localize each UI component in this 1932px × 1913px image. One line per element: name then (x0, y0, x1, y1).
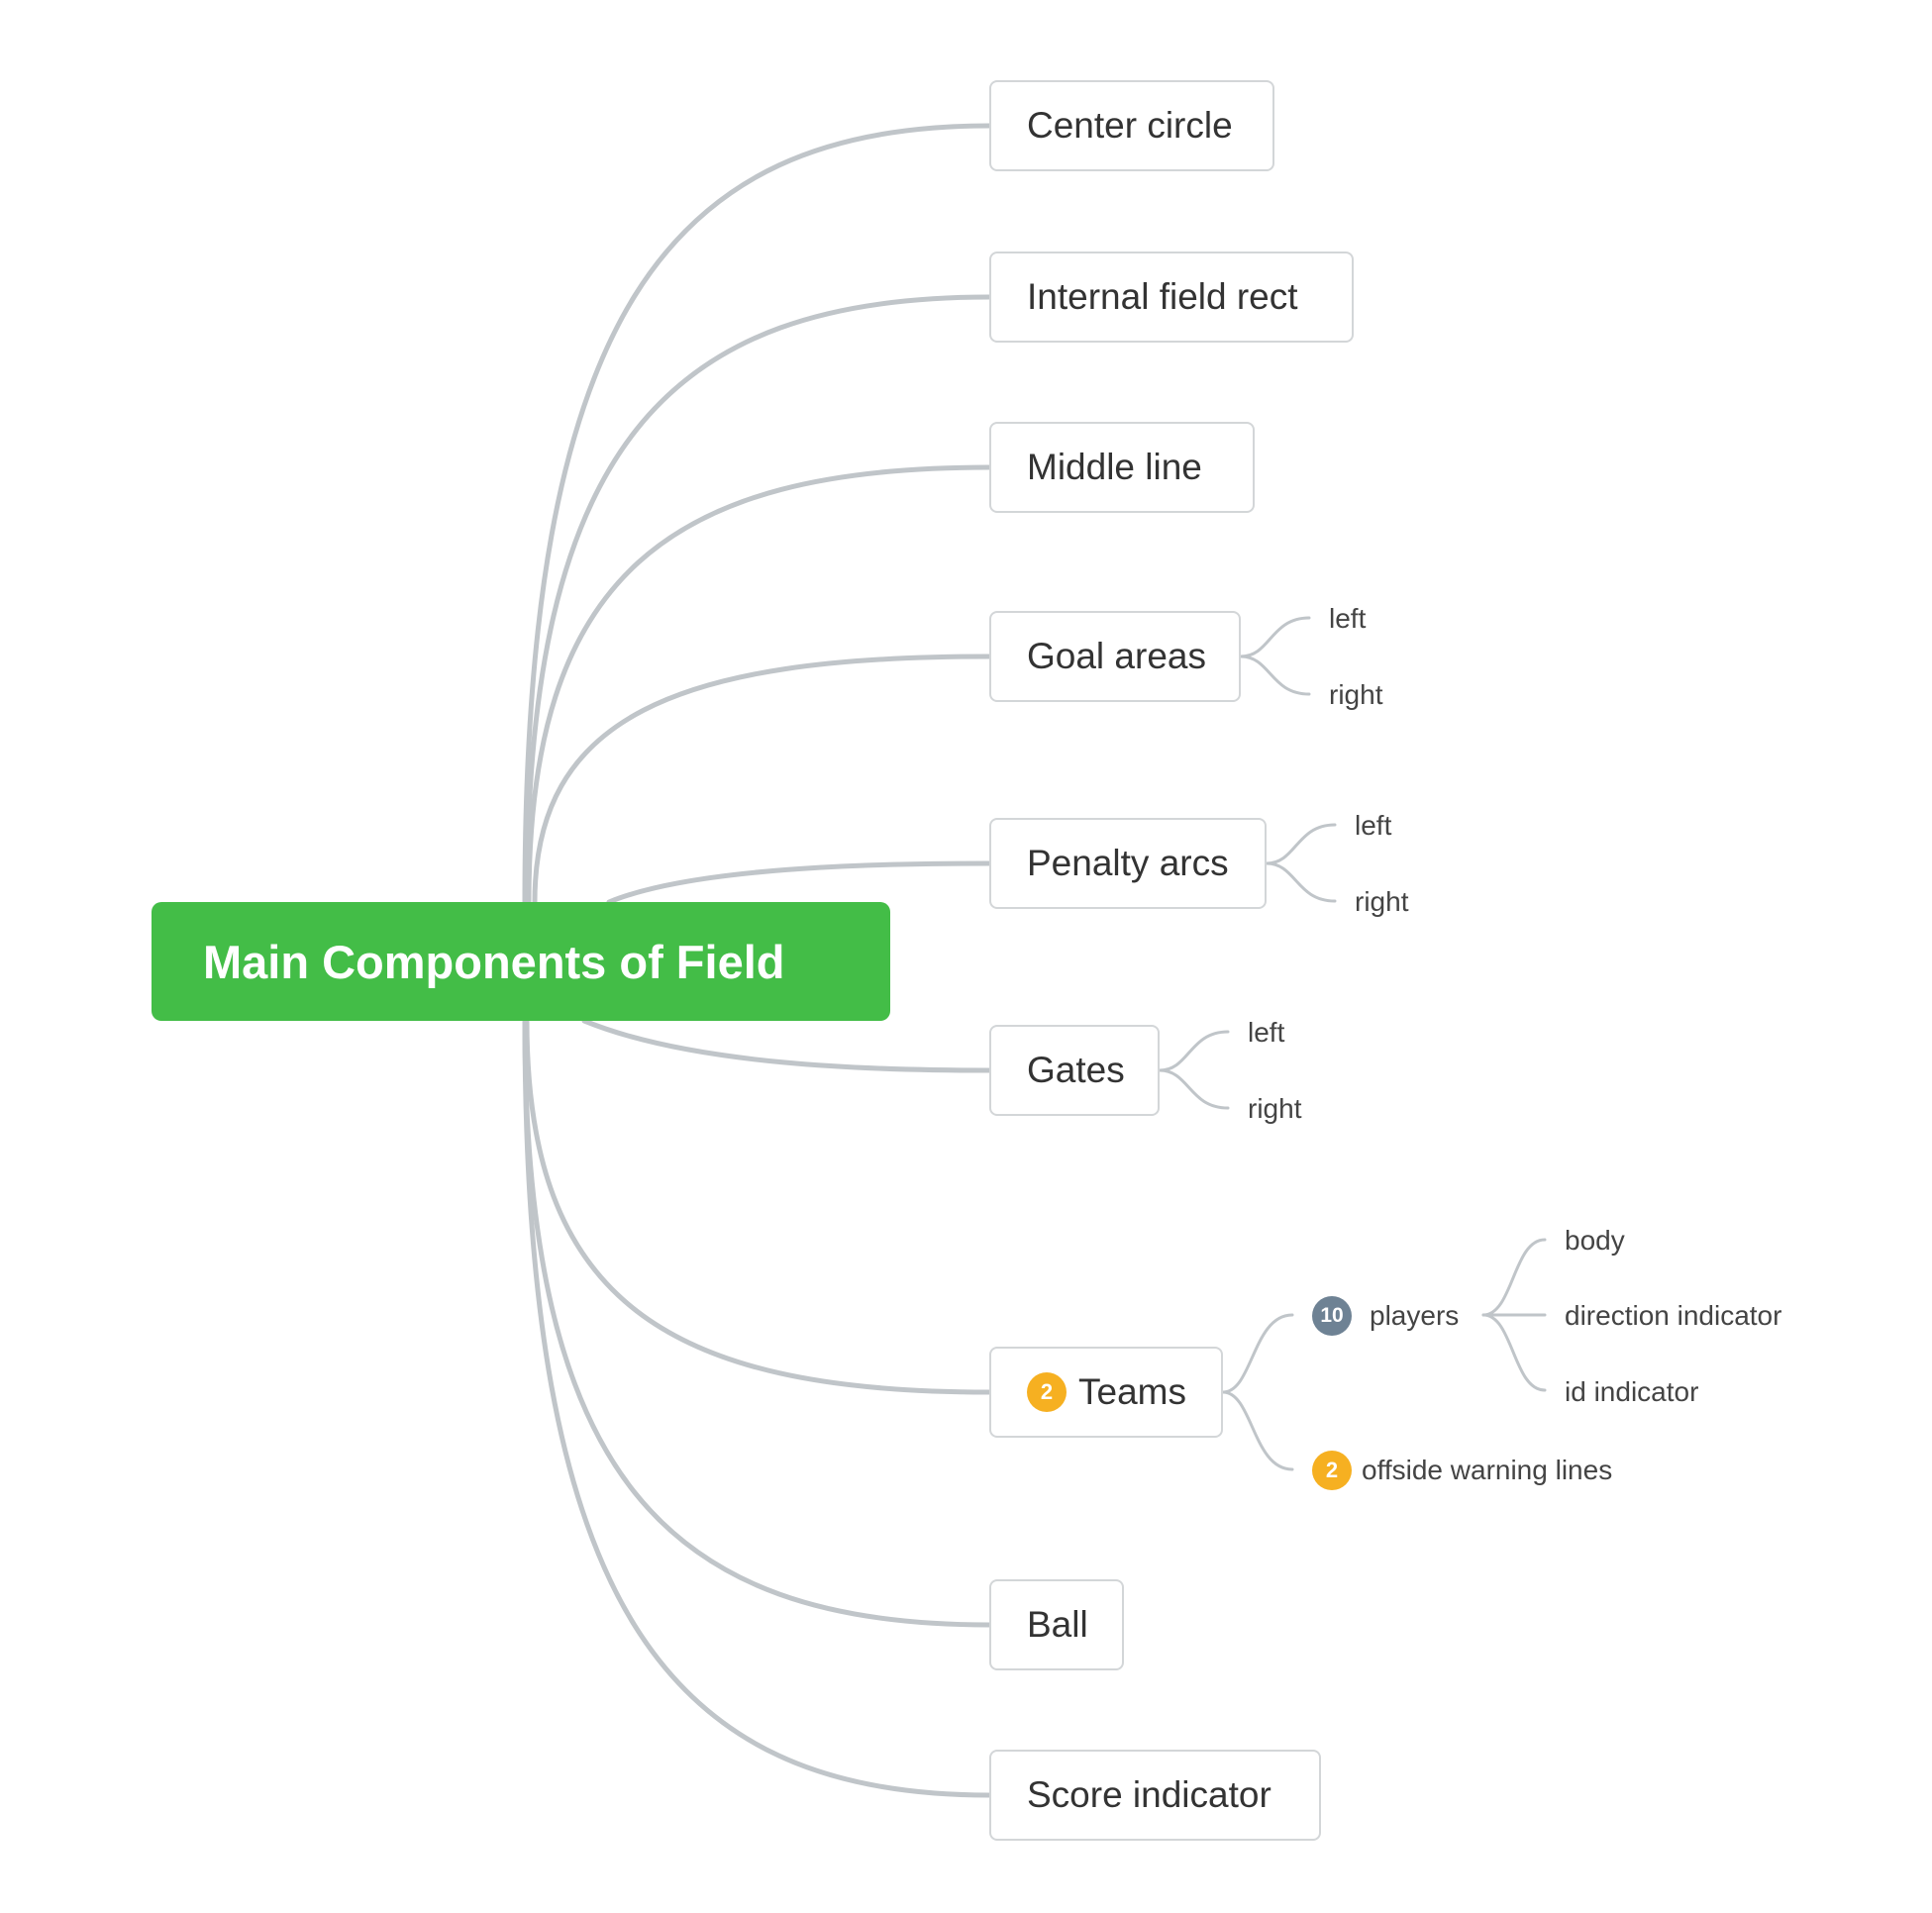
branch-connector (526, 464, 992, 905)
branch-connector (524, 1018, 992, 1395)
subtopic-players-id-indicator[interactable]: id indicator (1565, 1376, 1699, 1407)
branch-connector (606, 860, 992, 905)
topic-goal-areas[interactable]: Goal areas (989, 611, 1241, 702)
topic-label: Teams (1078, 1371, 1186, 1412)
subtopic-players-direction-indicator[interactable]: direction indicator (1565, 1300, 1782, 1331)
subtopic-connector (1221, 1313, 1294, 1394)
topic-ball[interactable]: Ball (989, 1579, 1124, 1670)
topic-label: Goal areas (1027, 636, 1206, 676)
topic-label: Penalty arcs (1027, 843, 1229, 883)
offside-lines-count-badge: 2 (1312, 1451, 1352, 1490)
topic-center-circle[interactable]: Center circle (989, 80, 1274, 171)
topic-gates[interactable]: Gates (989, 1025, 1160, 1116)
topic-label: Middle line (1027, 447, 1202, 487)
subtopic-connector (1239, 616, 1311, 658)
subtopic-goal-areas-left[interactable]: left (1329, 603, 1367, 634)
branch-connector (522, 1018, 992, 1798)
subtopic-gates-left[interactable]: left (1248, 1017, 1285, 1048)
subtopic-goal-areas-right[interactable]: right (1329, 679, 1383, 710)
branch-connector (532, 654, 992, 905)
topic-label: Internal field rect (1027, 276, 1298, 317)
subtopic-penalty-arcs-right[interactable]: right (1355, 886, 1409, 917)
topic-label: Score indicator (1027, 1774, 1271, 1815)
topic-label: Ball (1027, 1604, 1088, 1645)
topic-internal-field-rect[interactable]: Internal field rect (989, 252, 1354, 343)
subtopic-connector (1158, 1030, 1230, 1072)
subtopic-connector (1158, 1068, 1230, 1110)
subtopic-players[interactable]: players (1370, 1300, 1460, 1331)
subtopic-connector (1481, 1313, 1547, 1392)
topic-label: Gates (1027, 1050, 1125, 1090)
branch-connector (522, 1018, 992, 1628)
subtopic-offside-warning-lines[interactable]: offside warning lines (1362, 1455, 1613, 1485)
players-count-badge: 10 (1312, 1296, 1352, 1336)
subtopic-players-body[interactable]: body (1565, 1225, 1625, 1256)
teams-count-badge: 2 (1027, 1372, 1067, 1412)
topic-middle-line[interactable]: Middle line (989, 422, 1255, 513)
subtopic-gates-right[interactable]: right (1248, 1093, 1302, 1124)
root-topic[interactable]: Main Components of Field (152, 902, 890, 1021)
branch-connector (522, 123, 992, 905)
subtopic-connector (1265, 861, 1337, 903)
subtopic-connector (1265, 823, 1337, 865)
subtopic-penalty-arcs-left[interactable]: left (1355, 810, 1392, 841)
topic-penalty-arcs[interactable]: Penalty arcs (989, 818, 1267, 909)
subtopic-connector (1221, 1390, 1294, 1471)
branch-connector (524, 294, 992, 905)
topic-teams[interactable]: 2 Teams (989, 1347, 1223, 1438)
subtopic-connector (1481, 1238, 1547, 1317)
branch-connector (581, 1018, 992, 1073)
topic-score-indicator[interactable]: Score indicator (989, 1750, 1321, 1841)
subtopic-connector (1239, 654, 1311, 696)
root-topic-label: Main Components of Field (203, 935, 785, 988)
topic-label: Center circle (1027, 105, 1233, 146)
